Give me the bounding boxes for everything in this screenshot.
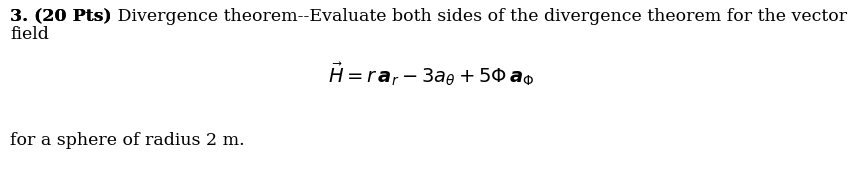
Text: 3. (20 Pts): 3. (20 Pts) bbox=[10, 8, 111, 25]
Text: 3. (20 Pts): 3. (20 Pts) bbox=[10, 8, 111, 25]
Text: for a sphere of radius 2 m.: for a sphere of radius 2 m. bbox=[10, 132, 245, 149]
Text: $\vec{H} = r\,\boldsymbol{a}_{r} - 3a_{\theta} + 5\Phi\,\boldsymbol{a}_{\Phi}$: $\vec{H} = r\,\boldsymbol{a}_{r} - 3a_{\… bbox=[327, 60, 534, 88]
Text: Divergence theorem--Evaluate both sides of the divergence theorem for the vector: Divergence theorem--Evaluate both sides … bbox=[111, 8, 846, 25]
Text: field: field bbox=[10, 26, 49, 43]
